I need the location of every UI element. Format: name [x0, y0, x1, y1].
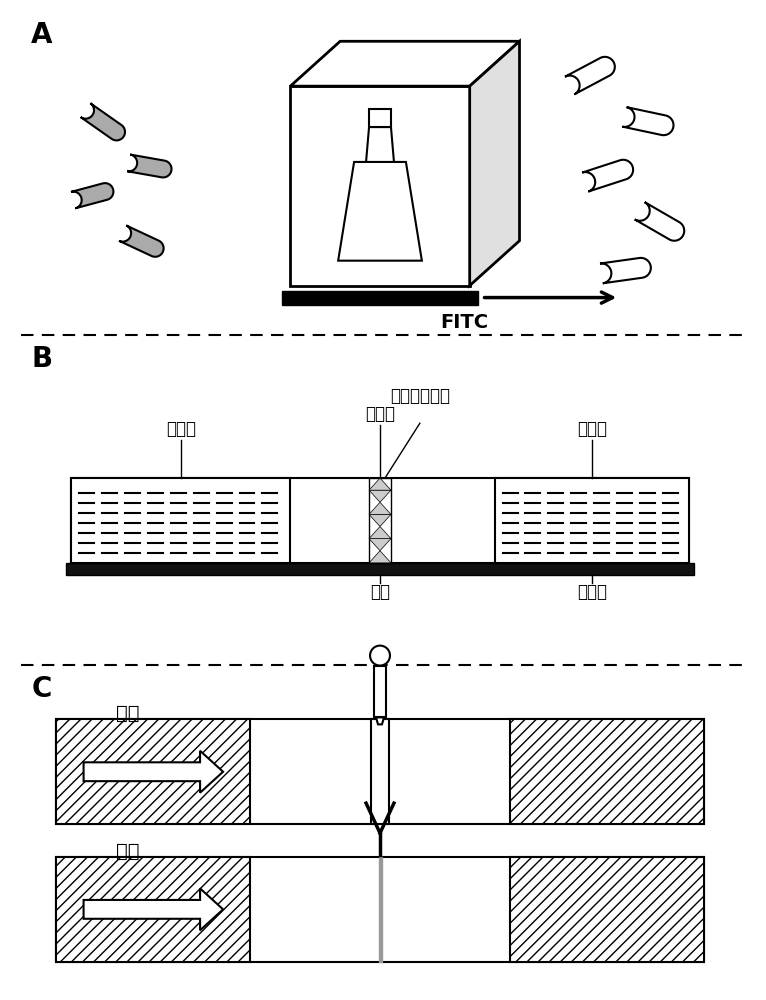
- Bar: [56, 857, 704, 962]
- Ellipse shape: [370, 646, 390, 666]
- Text: 结合垫: 结合垫: [165, 420, 196, 438]
- Polygon shape: [127, 155, 172, 177]
- Polygon shape: [565, 57, 615, 94]
- Polygon shape: [369, 478, 391, 490]
- Polygon shape: [369, 502, 391, 514]
- Bar: [378, 857, 381, 962]
- Ellipse shape: [374, 650, 386, 662]
- Text: 阳性: 阳性: [116, 704, 139, 723]
- Bar: [369, 478, 391, 563]
- Text: 支持板: 支持板: [577, 583, 607, 601]
- Bar: [56, 857, 250, 962]
- Text: B: B: [31, 345, 52, 373]
- Polygon shape: [83, 751, 223, 793]
- Polygon shape: [369, 539, 391, 551]
- Text: 阴性: 阴性: [116, 842, 139, 861]
- Polygon shape: [376, 717, 384, 724]
- Bar: [56, 719, 250, 824]
- Bar: [374, 666, 386, 717]
- Polygon shape: [369, 526, 391, 539]
- Bar: [56, 719, 704, 824]
- Bar: [283, 291, 478, 305]
- Polygon shape: [83, 888, 223, 930]
- Polygon shape: [290, 41, 519, 86]
- Text: A: A: [31, 21, 53, 49]
- Bar: [495, 478, 689, 563]
- Polygon shape: [623, 107, 673, 135]
- Polygon shape: [369, 490, 391, 502]
- Polygon shape: [80, 103, 125, 140]
- Text: C: C: [31, 675, 51, 703]
- Polygon shape: [582, 160, 633, 192]
- Text: 检测线: 检测线: [365, 405, 395, 423]
- Bar: [71, 478, 290, 563]
- Bar: [369, 109, 391, 127]
- Bar: [290, 86, 470, 286]
- Polygon shape: [71, 183, 113, 208]
- Polygon shape: [119, 225, 164, 257]
- Text: 硝酸纤维素膜: 硝酸纤维素膜: [390, 387, 450, 405]
- Text: FITC: FITC: [440, 313, 489, 332]
- Text: 吸水纸: 吸水纸: [577, 420, 607, 438]
- Polygon shape: [338, 162, 422, 261]
- Polygon shape: [366, 127, 394, 162]
- Polygon shape: [600, 258, 651, 283]
- Polygon shape: [635, 202, 684, 241]
- Polygon shape: [470, 41, 519, 286]
- Bar: [371, 719, 389, 824]
- Bar: [66, 563, 694, 575]
- Bar: [509, 719, 704, 824]
- Polygon shape: [369, 551, 391, 563]
- Polygon shape: [369, 514, 391, 526]
- Text: 抗体: 抗体: [370, 583, 390, 601]
- Bar: [71, 478, 689, 563]
- Bar: [509, 857, 704, 962]
